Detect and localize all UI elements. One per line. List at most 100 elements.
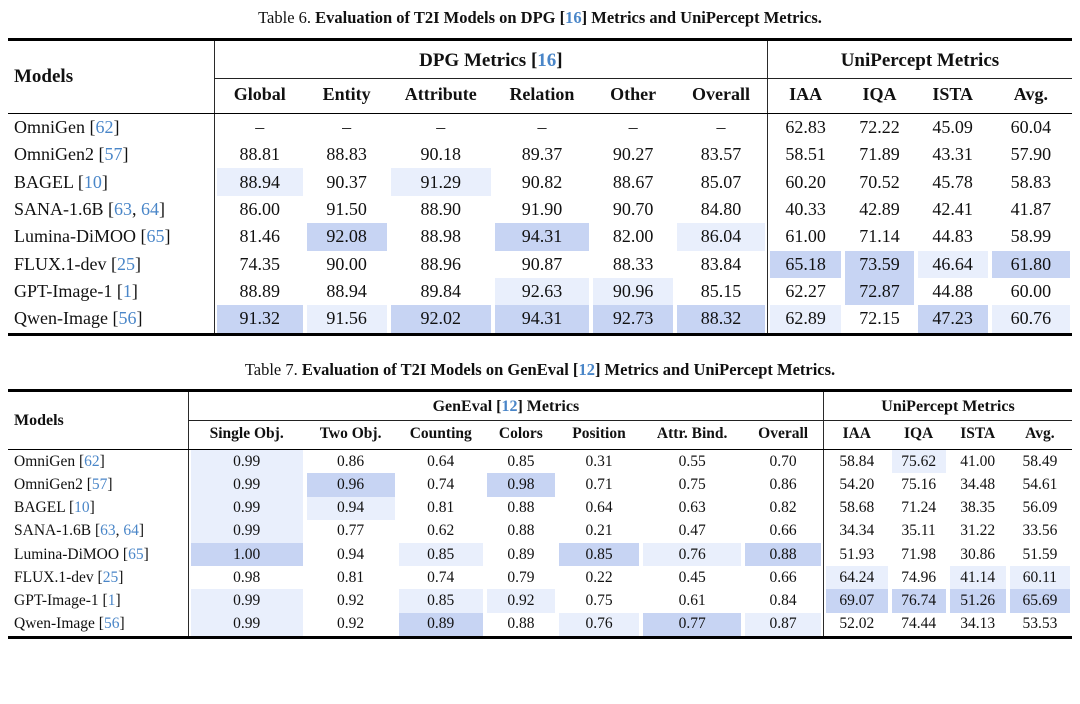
table-cell: 62.27 <box>766 277 844 306</box>
table-cell: 60.04 <box>990 113 1072 141</box>
table-cell: 58.68 <box>822 496 890 520</box>
table-cell-value: 74.96 <box>901 568 937 586</box>
table-cell: 74.96 <box>890 566 948 589</box>
table-cell: 56.09 <box>1008 497 1072 520</box>
group-header-text: ] Metrics <box>517 398 580 416</box>
table-cell: 83.84 <box>675 251 767 278</box>
column-header: IQA <box>843 78 916 114</box>
table-cell: 0.81 <box>305 566 397 589</box>
model-citation-link[interactable]: 57 <box>104 144 123 165</box>
model-citation-link[interactable]: 1 <box>122 281 132 302</box>
table-cell-value: 88.33 <box>612 253 654 274</box>
model-name: OmniGen [62] <box>8 113 214 141</box>
table-cell-value: 58.49 <box>1022 452 1058 470</box>
column-header: Two Obj. <box>304 420 397 451</box>
column-header: Attribute <box>388 78 493 114</box>
table-cell: 0.85 <box>397 589 485 613</box>
table-cell: 88.32 <box>675 305 767 334</box>
table-cell-value: 94.31 <box>494 305 590 333</box>
table-cell: 51.93 <box>822 543 890 567</box>
table-cell-value: 0.71 <box>585 476 613 494</box>
table-cell: 57.90 <box>990 141 1072 168</box>
table-cell-value: 92.63 <box>494 277 590 306</box>
group-citation-link[interactable]: 16 <box>537 49 557 71</box>
model-name-text: Lumina-DiMOO [ <box>14 226 147 247</box>
table-cell: 0.85 <box>557 543 641 567</box>
table-cell-value: 60.11 <box>1009 566 1070 590</box>
table-cell: 58.99 <box>990 223 1072 250</box>
table-cell: – <box>305 113 389 141</box>
column-header: IAA <box>766 78 844 114</box>
table-cell-value: 0.86 <box>337 452 365 470</box>
model-name-text: FLUX.1-dev [ <box>14 253 117 274</box>
table-cell: 88.90 <box>389 196 493 223</box>
table-cell: 46.64 <box>916 250 990 278</box>
table-cell-value: 0.81 <box>337 568 365 586</box>
table-cell: 0.89 <box>397 612 485 638</box>
table-cell: 0.92 <box>305 589 397 612</box>
group-citation-link[interactable]: 12 <box>501 398 518 416</box>
model-citation-link[interactable]: 64 <box>123 522 139 540</box>
table-cell-value: 0.96 <box>306 473 395 497</box>
model-citation-link[interactable]: 1 <box>107 591 116 609</box>
table-row: BAGEL [10] 0.99 0.94 0.81 0.88 0.64 0.63 0.82 58… <box>8 496 1072 520</box>
table-cell: 90.37 <box>305 168 389 195</box>
table-cell: 42.41 <box>916 196 990 223</box>
model-name-text: OmniGen [ <box>14 452 85 470</box>
model-name-text: , <box>132 198 142 219</box>
table-cell-value: 88.96 <box>420 253 462 274</box>
caption-text: Table 7. <box>244 359 302 379</box>
table-cell-value: – <box>628 116 638 137</box>
table-cell-value: 0.81 <box>427 499 455 517</box>
model-citation-link[interactable]: 63 <box>100 522 116 540</box>
model-citation-link[interactable]: 62 <box>95 116 114 137</box>
model-citation-link[interactable]: 25 <box>102 568 119 586</box>
model-citation-link[interactable]: 63 <box>114 198 133 219</box>
table-cell-value: 0.85 <box>398 543 483 567</box>
table-cell: 75.16 <box>890 473 948 496</box>
model-citation-link[interactable]: 62 <box>84 452 100 470</box>
table-cell-value: 51.59 <box>1022 545 1058 563</box>
table-cell: 0.96 <box>305 473 397 497</box>
model-name: BAGEL [10] <box>8 497 188 520</box>
table-cell-value: 0.74 <box>427 568 455 586</box>
table-cell: 44.88 <box>916 278 990 305</box>
model-citation-link[interactable]: 65 <box>128 545 144 563</box>
table-cell: 0.82 <box>743 497 823 520</box>
table-cell: 90.00 <box>305 251 389 278</box>
table-cell-value: 61.80 <box>991 250 1070 278</box>
table-cell: 86.00 <box>213 195 305 224</box>
table-cell-value: 53.53 <box>1022 615 1058 633</box>
model-citation-link[interactable]: 25 <box>116 253 135 274</box>
table-cell-value: 91.29 <box>390 168 491 196</box>
table-cell-value: 0.99 <box>190 450 303 474</box>
table-cell: 0.70 <box>743 450 823 474</box>
table-cell-value: 90.70 <box>612 198 654 219</box>
table-cell: 0.77 <box>641 612 743 638</box>
table-cell-value: – <box>436 116 446 137</box>
model-citation-link[interactable]: 64 <box>141 198 160 219</box>
model-citation-link[interactable]: 56 <box>103 615 120 633</box>
caption-citation-link[interactable]: 16 <box>565 8 582 27</box>
table-cell: 60.20 <box>766 168 844 196</box>
model-citation-link[interactable]: 56 <box>118 308 137 329</box>
table-cell-value: 88.89 <box>239 281 280 302</box>
table-cell-value: 75.62 <box>891 450 946 474</box>
model-name-text: ] <box>143 545 149 563</box>
caption-citation-link[interactable]: 12 <box>578 359 595 379</box>
model-name-text: ] <box>89 499 95 517</box>
model-citation-link[interactable]: 10 <box>74 499 90 517</box>
table-cell-value: 0.45 <box>678 568 706 586</box>
table-cell: 92.08 <box>305 223 389 251</box>
model-citation-link[interactable]: 10 <box>83 171 102 192</box>
table-cell-value: 91.56 <box>306 305 387 333</box>
table-cell: 72.22 <box>843 113 915 141</box>
table-cell: 92.73 <box>591 305 675 334</box>
table-cell: 41.00 <box>948 450 1008 474</box>
table-cell: 40.33 <box>766 195 844 224</box>
table-cell-value: 62.89 <box>769 305 842 333</box>
model-citation-link[interactable]: 65 <box>146 226 165 247</box>
table-cell-value: 0.77 <box>643 612 742 636</box>
model-citation-link[interactable]: 57 <box>91 476 108 494</box>
table-cell: 88.98 <box>389 223 493 250</box>
